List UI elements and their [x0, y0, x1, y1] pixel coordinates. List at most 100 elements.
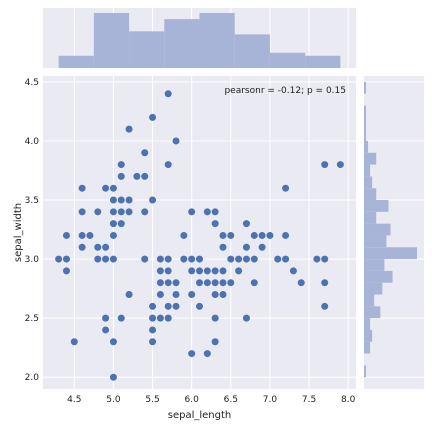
scatter-point: [149, 196, 157, 204]
y-tick-label: 3.5: [25, 196, 39, 206]
scatter-point: [125, 196, 133, 204]
scatter-point: [117, 161, 125, 169]
x-tick-label: 5.5: [145, 395, 159, 405]
scatter-point: [117, 208, 125, 216]
scatter-point: [211, 220, 219, 228]
marginal-y-histogram-panel: [364, 76, 424, 389]
scatter-point: [235, 267, 243, 275]
scatter-point: [203, 208, 211, 216]
scatter-point: [141, 172, 149, 180]
x-tick-label: 5.0: [106, 395, 121, 405]
scatter-point: [102, 184, 110, 192]
marginal-y-bar: [364, 341, 371, 354]
scatter-point: [227, 231, 235, 239]
scatter-point: [94, 243, 102, 251]
marginal-y-bar: [364, 259, 385, 271]
marginal-x-bar: [164, 19, 200, 68]
scatter-point: [164, 302, 172, 310]
scatter-point: [242, 243, 250, 251]
scatter-point: [125, 291, 133, 299]
scatter-point: [336, 161, 344, 169]
scatter-point: [149, 302, 157, 310]
scatter-point: [219, 243, 227, 251]
scatter-point: [321, 255, 329, 263]
scatter-point: [274, 255, 282, 263]
scatter-point: [102, 243, 110, 251]
marginal-y-bar: [364, 129, 367, 141]
marginal-y-bar: [364, 365, 367, 378]
x-tick-label: 4.5: [67, 395, 81, 405]
scatter-point: [62, 231, 70, 239]
scatter-point: [188, 255, 196, 263]
marginal-y-bar: [364, 200, 389, 212]
scatter-point: [117, 220, 125, 228]
scatter-point: [172, 291, 180, 299]
scatter-point: [188, 267, 196, 275]
scatter-point: [78, 208, 86, 216]
marginal-y-bar: [364, 270, 393, 283]
scatter-point: [172, 302, 180, 310]
scatter-point: [258, 231, 266, 239]
scatter-point: [164, 90, 172, 98]
scatter-point: [235, 255, 243, 263]
scatter-point: [219, 291, 227, 299]
scatter-point: [164, 267, 172, 275]
scatter-point: [242, 220, 250, 228]
scatter-point: [62, 267, 70, 275]
scatter-point: [164, 255, 172, 263]
scatter-point: [149, 338, 157, 346]
scatter-point: [289, 267, 297, 275]
marginal-x-bar: [305, 55, 341, 68]
scatter-point: [282, 255, 290, 263]
scatter-point: [297, 279, 305, 287]
scatter-point: [55, 255, 63, 263]
scatter-point: [78, 231, 86, 239]
x-tick-label: 7.0: [263, 395, 278, 405]
marginal-x-bar: [129, 31, 165, 68]
scatter-point: [211, 291, 219, 299]
scatter-point: [258, 243, 266, 251]
marginal-x-bar: [269, 52, 306, 68]
x-tick-label: 6.5: [224, 395, 238, 405]
scatter-point: [188, 291, 196, 299]
scatter-point: [250, 255, 258, 263]
marginal-y-bar: [364, 306, 381, 319]
scatter-point: [211, 338, 219, 346]
y-tick-label: 4.5: [25, 78, 39, 88]
scatter-point: [164, 279, 172, 287]
scatter-point: [282, 184, 290, 192]
scatter-point: [70, 338, 78, 346]
scatter-point: [227, 279, 235, 287]
scatter-point: [156, 291, 164, 299]
marginal-y-bar: [364, 294, 375, 307]
scatter-point: [117, 314, 125, 322]
scatter-point: [321, 302, 329, 310]
marginal-y-bar: [364, 105, 367, 118]
scatter-point: [109, 220, 117, 228]
marginal-y-bar: [364, 117, 367, 130]
scatter-point: [102, 314, 110, 322]
scatter-point: [156, 255, 164, 263]
scatter-background: [43, 76, 356, 389]
scatter-point: [196, 302, 203, 310]
scatter-point: [156, 314, 164, 322]
y-tick-label: 4.0: [25, 137, 40, 147]
marginal-y-bar: [364, 152, 377, 165]
marginal-y-bar: [364, 282, 383, 295]
scatter-point: [196, 267, 203, 275]
scatter-point: [203, 350, 211, 358]
scatter-point: [172, 137, 180, 145]
scatter-point: [149, 326, 157, 334]
scatter-point: [141, 208, 149, 216]
scatter-point: [156, 279, 164, 287]
marginal-y-bar: [364, 81, 367, 94]
scatter-point: [219, 231, 227, 239]
marginal-x-bar: [234, 34, 270, 68]
scatter-point: [242, 255, 250, 263]
scatter-point: [125, 208, 133, 216]
marginal-y-bar: [364, 140, 369, 153]
scatter-point: [321, 161, 329, 169]
y-tick-label: 3.0: [25, 255, 40, 265]
scatter-point: [282, 231, 290, 239]
scatter-point: [109, 184, 117, 192]
